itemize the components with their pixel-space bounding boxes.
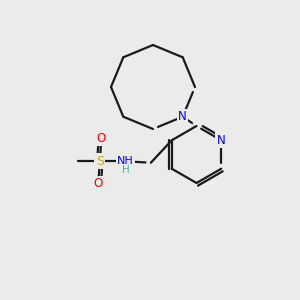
Text: O: O — [97, 132, 106, 145]
Text: S: S — [96, 155, 104, 168]
Text: NH: NH — [117, 156, 134, 166]
Text: H: H — [122, 165, 130, 175]
Text: O: O — [94, 177, 103, 190]
Text: N: N — [178, 110, 187, 123]
Text: N: N — [217, 134, 226, 147]
